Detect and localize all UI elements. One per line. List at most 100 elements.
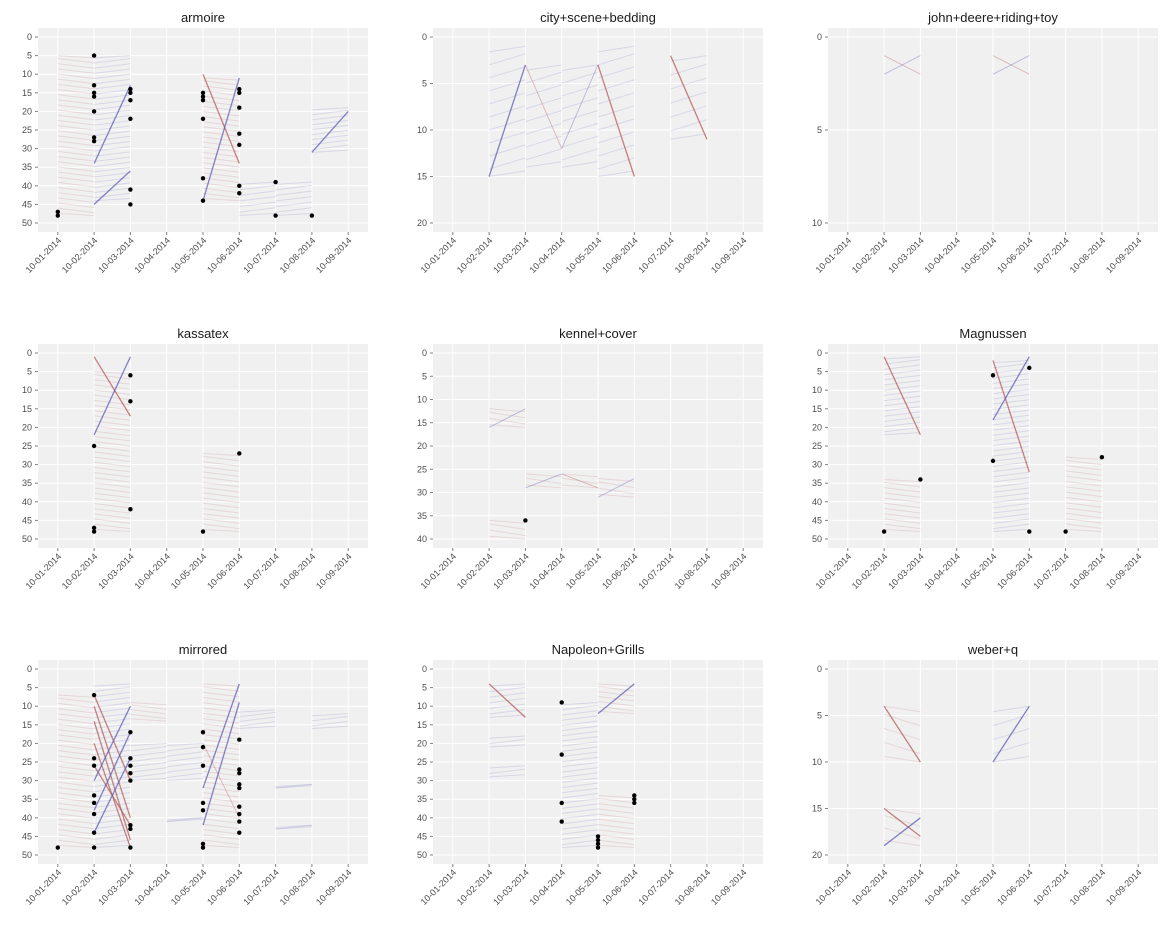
band-line xyxy=(57,171,95,178)
panel-title: Magnussen xyxy=(959,326,1026,341)
x-tick-label: 10-01-2014 xyxy=(814,235,854,275)
band-line xyxy=(561,746,599,752)
band-line xyxy=(561,71,599,84)
data-point xyxy=(200,763,206,768)
band-line xyxy=(311,725,349,730)
data-point xyxy=(200,116,206,122)
data-point xyxy=(200,800,206,806)
band-line xyxy=(239,716,276,722)
band-line xyxy=(57,130,95,136)
line-band xyxy=(489,519,526,540)
band-line xyxy=(57,771,95,777)
band-line xyxy=(57,802,95,809)
band-line xyxy=(883,814,921,827)
band-line xyxy=(489,735,526,739)
line-band xyxy=(275,783,312,789)
band-line xyxy=(489,686,526,693)
band-line xyxy=(489,535,526,540)
line-band xyxy=(57,694,95,849)
band-line xyxy=(202,834,240,840)
rank-line xyxy=(93,694,131,781)
band-line xyxy=(166,818,204,823)
band-line xyxy=(525,71,562,84)
x-tick-label: 10-09-2014 xyxy=(1104,235,1144,275)
data-point xyxy=(632,797,637,802)
band-line xyxy=(94,686,131,692)
band-line xyxy=(57,765,95,772)
band-line xyxy=(488,157,526,170)
band-line xyxy=(202,728,240,735)
band-line xyxy=(311,144,349,151)
x-tick-label: 10-09-2014 xyxy=(314,235,354,275)
band-line xyxy=(202,197,240,202)
band-line xyxy=(561,97,599,110)
y-tick-label: 10 xyxy=(22,701,32,711)
line-band xyxy=(202,77,240,202)
band-line xyxy=(1065,481,1102,487)
band-line xyxy=(992,419,1030,426)
line-band xyxy=(597,45,635,177)
data-point xyxy=(91,529,97,534)
band-line xyxy=(202,452,240,457)
rank-line xyxy=(561,64,599,149)
band-line xyxy=(94,691,131,698)
band-line xyxy=(202,157,240,163)
band-line xyxy=(94,844,131,849)
band-line xyxy=(57,739,95,746)
x-tick-label: 10-09-2014 xyxy=(709,551,749,591)
rank-line xyxy=(202,743,240,819)
band-line xyxy=(57,207,95,214)
y-tick-label: 10 xyxy=(417,125,427,135)
band-line xyxy=(992,755,1030,763)
band-line xyxy=(561,844,599,849)
band-line xyxy=(489,683,526,687)
band-line xyxy=(597,487,635,495)
line-band xyxy=(525,64,562,168)
x-tick-label: 10-01-2014 xyxy=(419,551,459,591)
band-line xyxy=(202,523,240,530)
x-tick-label: 10-06-2014 xyxy=(600,235,640,275)
band-line xyxy=(561,730,599,737)
band-line xyxy=(884,481,921,488)
band-line xyxy=(1065,496,1102,503)
band-line xyxy=(94,404,131,411)
band-line xyxy=(992,482,1030,488)
band-line xyxy=(94,410,131,416)
band-line xyxy=(202,739,240,745)
band-line xyxy=(94,696,131,703)
band-line xyxy=(525,161,562,168)
band-line xyxy=(489,523,526,530)
band-line xyxy=(1065,470,1102,476)
band-line xyxy=(275,783,312,789)
band-line xyxy=(239,181,276,185)
x-tick-label: 10-06-2014 xyxy=(600,867,640,907)
band-line xyxy=(94,83,131,90)
band-line xyxy=(202,518,240,524)
x-tick-label: 10-05-2014 xyxy=(564,551,604,591)
y-tick-label: 35 xyxy=(22,162,32,172)
y-tick-label: 35 xyxy=(812,478,822,488)
band-line xyxy=(202,100,240,107)
band-line xyxy=(311,124,349,131)
band-line xyxy=(1065,528,1102,533)
data-point xyxy=(237,785,242,791)
rank-line xyxy=(561,473,599,489)
band-line xyxy=(202,818,240,824)
x-tick-label: 10-02-2014 xyxy=(60,235,100,275)
band-line xyxy=(94,151,131,157)
band-line xyxy=(884,359,921,365)
band-line xyxy=(489,774,526,778)
y-tick-label: 0 xyxy=(27,664,32,674)
data-point xyxy=(128,778,133,783)
band-line xyxy=(561,135,599,148)
band-line xyxy=(57,781,95,788)
band-line xyxy=(561,756,599,763)
x-tick-label: 10-04-2014 xyxy=(132,867,172,907)
band-line xyxy=(561,777,599,783)
band-line xyxy=(525,484,562,489)
band-line xyxy=(992,362,1030,369)
panel-title: kassatex xyxy=(177,326,229,341)
x-tick-label: 10-04-2014 xyxy=(527,235,567,275)
band-line xyxy=(202,146,240,153)
band-line xyxy=(992,394,1030,400)
